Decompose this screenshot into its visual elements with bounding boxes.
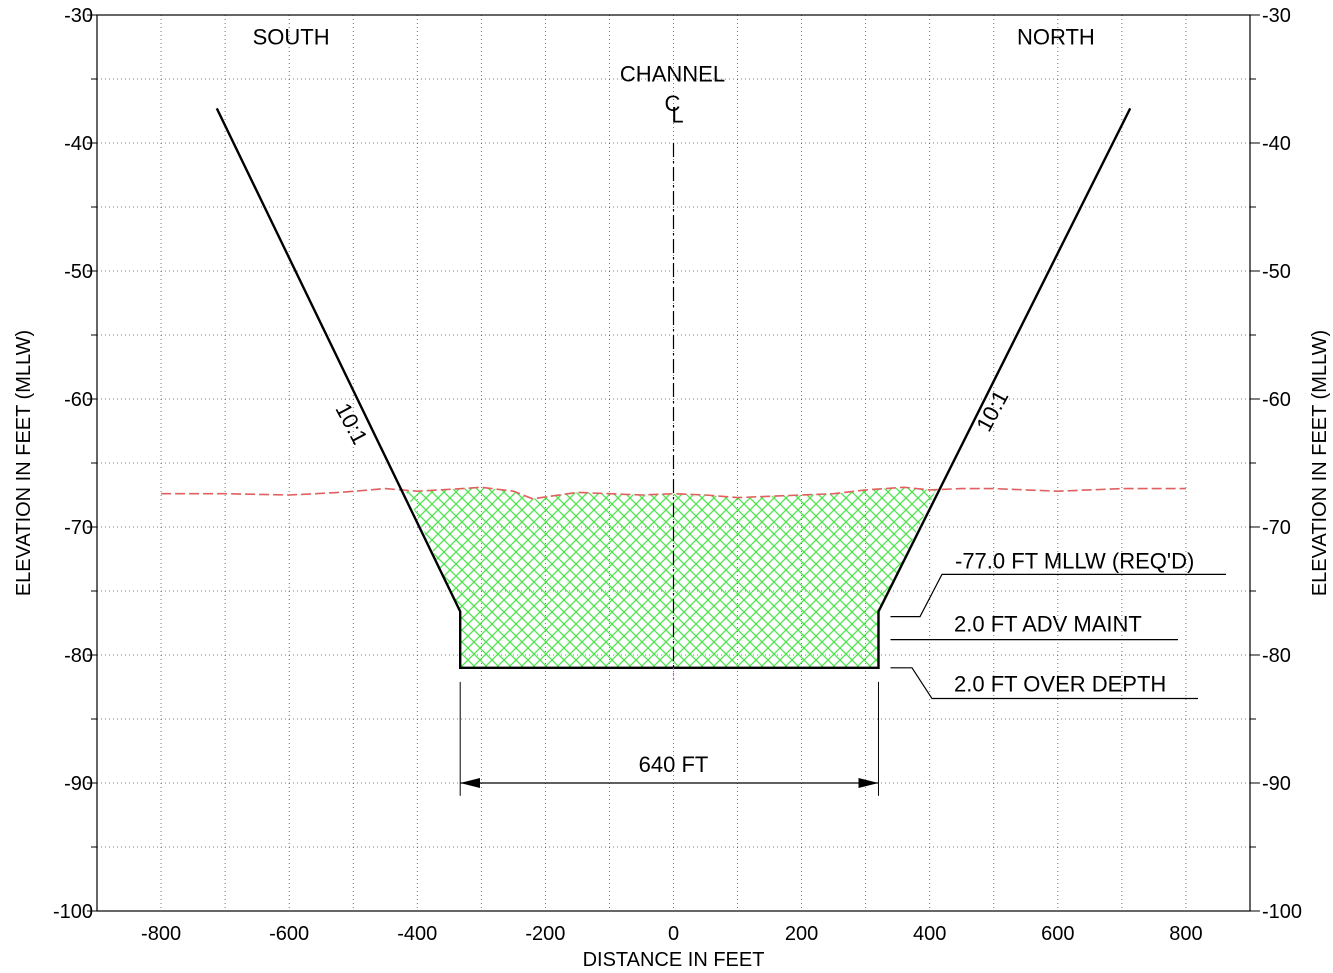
y-tick-label-left: -60 <box>64 389 93 411</box>
y-tick-labels-left: -100 -90 -80 -70 -60 -50 -40 -30 <box>53 5 93 923</box>
x-tick-label: 0 <box>668 923 679 945</box>
x-tick-label: 400 <box>913 923 946 945</box>
y-tick-label-right: -40 <box>1262 133 1291 155</box>
y-tick-label-left: -40 <box>64 133 93 155</box>
callout-adv-maint: 2.0 FT ADV MAINT <box>954 612 1142 637</box>
callout-over-depth: 2.0 FT OVER DEPTH <box>954 672 1166 697</box>
centerline-symbol-sub: L <box>671 103 683 128</box>
y-axis-label-left: ELEVATION IN FEET (MLLW) <box>13 330 35 596</box>
dredge-prism-area <box>405 487 937 668</box>
y-tick-label-left: -100 <box>53 901 93 923</box>
x-tick-labels: -800 -600 -400 -200 0 200 400 600 800 <box>141 923 1203 945</box>
y-tick-label-right: -30 <box>1262 5 1291 27</box>
x-tick-label: -200 <box>525 923 565 945</box>
y-tick-label-right: -70 <box>1262 517 1291 539</box>
callout-leader-over-depth <box>890 667 1198 700</box>
x-axis-label: DISTANCE IN FEET <box>583 949 765 971</box>
dimension-label: 640 FT <box>639 752 709 777</box>
south-label: SOUTH <box>253 24 330 49</box>
y-tick-labels-right: -100 -90 -80 -70 -60 -50 -40 -30 <box>1262 5 1302 923</box>
slope-label-south: 10:1 <box>330 399 372 449</box>
y-tick-label-left: -90 <box>64 773 93 795</box>
y-tick-label-left: -50 <box>64 261 93 283</box>
centerline-symbol: C <box>665 91 681 116</box>
width-dimension: 640 FT <box>459 681 879 796</box>
y-tick-label-right: -100 <box>1262 901 1302 923</box>
x-tick-label: 600 <box>1041 923 1074 945</box>
existing-surface-line <box>161 486 1186 500</box>
y-tick-label-right: -80 <box>1262 645 1291 667</box>
centerline-label: CHANNEL <box>620 62 725 87</box>
y-tick-label-left: -70 <box>64 517 93 539</box>
axis-ticks <box>87 14 1260 912</box>
x-tick-label: -600 <box>269 923 309 945</box>
callout-req-depth: -77.0 FT MLLW (REQ'D) <box>955 548 1194 573</box>
depth-callouts: -77.0 FT MLLW (REQ'D) 2.0 FT ADV MAINT 2… <box>890 548 1226 700</box>
y-tick-label-right: -50 <box>1262 261 1291 283</box>
callout-leader-req-depth <box>890 573 1226 618</box>
x-tick-label: 800 <box>1169 923 1202 945</box>
north-label: NORTH <box>1017 24 1095 49</box>
slope-label-north: 10:1 <box>971 386 1013 436</box>
y-tick-label-left: -30 <box>64 5 93 27</box>
design-template-line <box>215 107 1132 669</box>
y-axis-label-right: ELEVATION IN FEET (MLLW) <box>1309 330 1331 596</box>
y-tick-label-right: -90 <box>1262 773 1291 795</box>
x-tick-label: 200 <box>785 923 818 945</box>
x-tick-label: -400 <box>397 923 437 945</box>
x-tick-label: -800 <box>141 923 181 945</box>
y-tick-label-right: -60 <box>1262 389 1291 411</box>
y-tick-label-left: -80 <box>64 645 93 667</box>
